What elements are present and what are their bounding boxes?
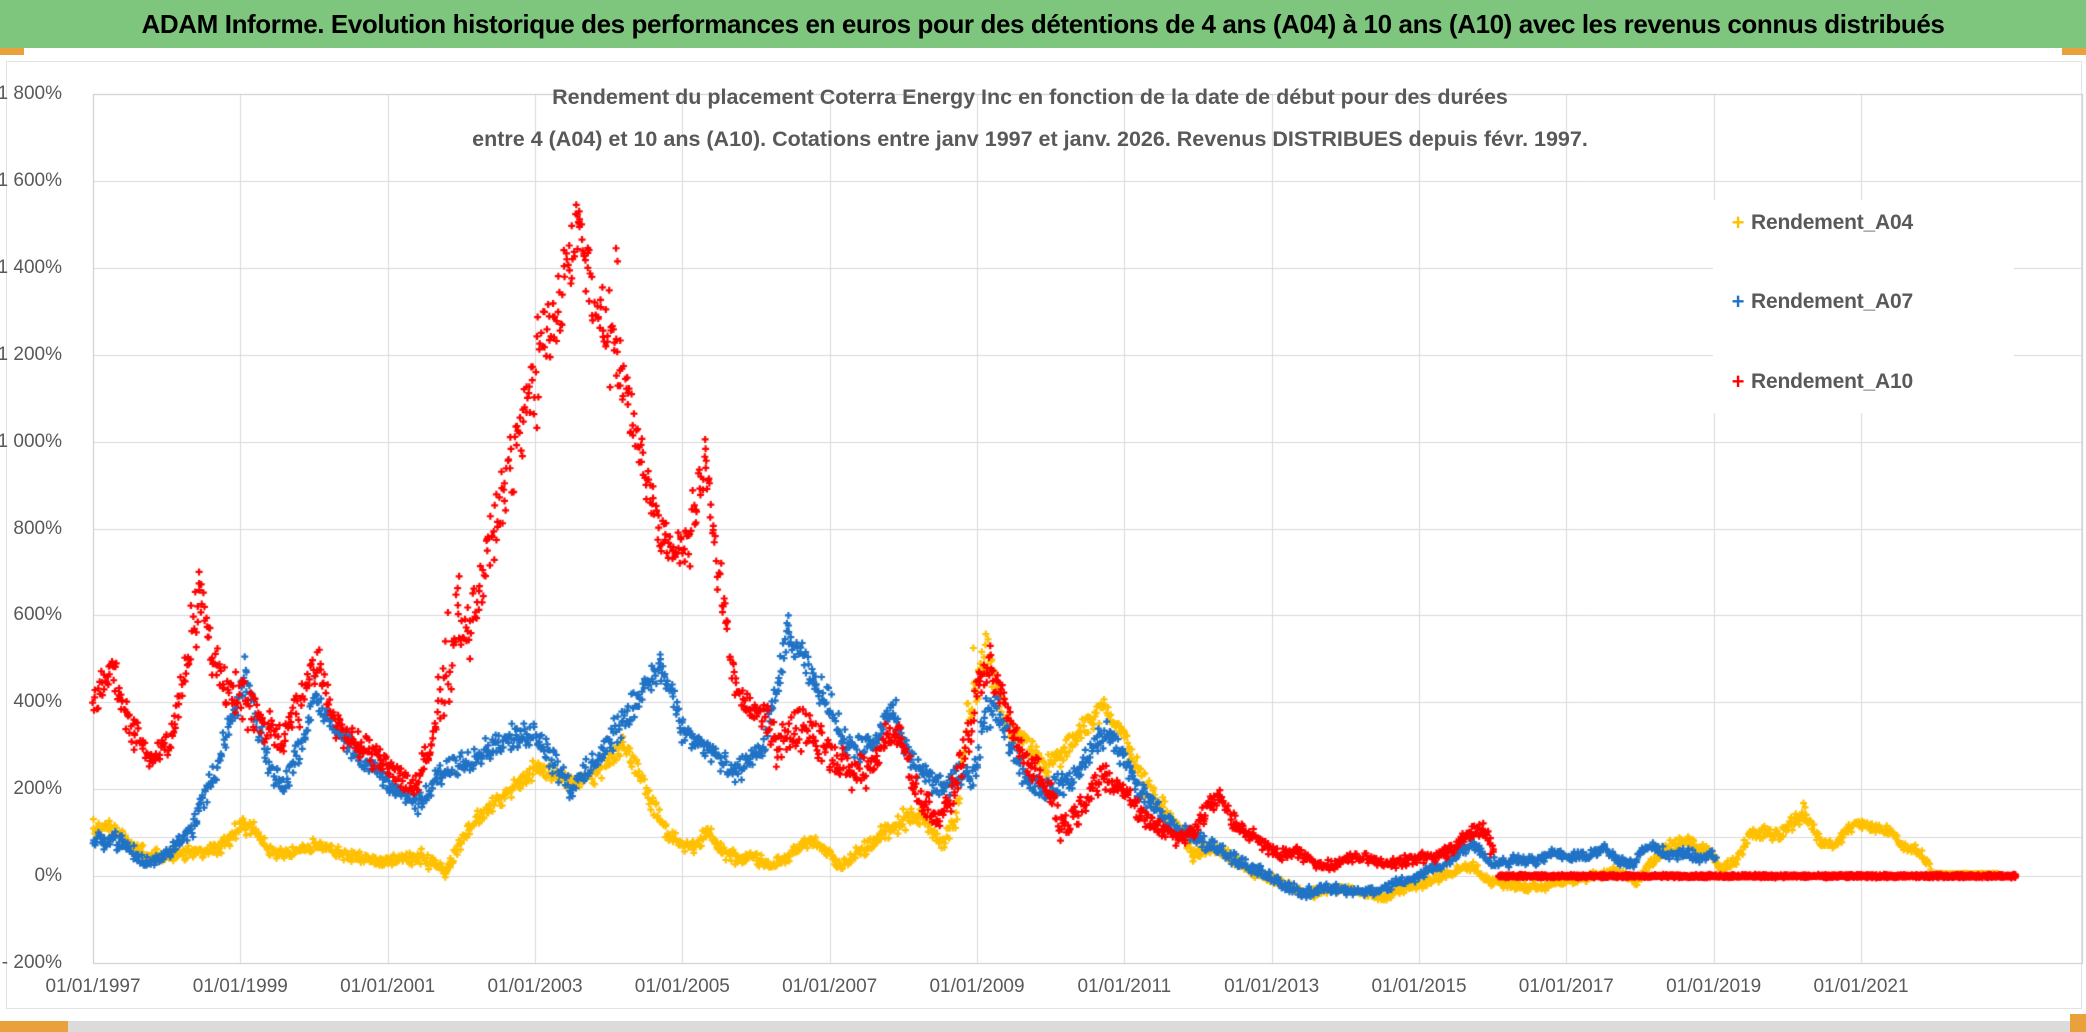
- legend-item-rendement-a10[interactable]: + Rendement_A10: [1725, 368, 1914, 396]
- y-tick-label: 600%: [13, 604, 62, 626]
- x-tick-label: 01/01/1997: [45, 976, 141, 997]
- y-tick-label: 1 600%: [0, 169, 62, 191]
- legend-label: Rendement_A07: [1751, 290, 1913, 313]
- plus-marker-icon: +: [1731, 210, 1745, 235]
- x-tick-label: 01/01/2015: [1371, 976, 1467, 997]
- legend-item-rendement-a07[interactable]: + Rendement_A07: [1725, 288, 1914, 316]
- chart-legend: + Rendement_A04 + Rendement_A07 + Rendem…: [1713, 200, 2014, 413]
- y-tick-label: 1 400%: [0, 256, 62, 278]
- window-bottom-strip: [0, 1021, 2086, 1032]
- y-tick-label: 1 200%: [0, 343, 62, 365]
- y-tick-label: 1 800%: [0, 83, 62, 104]
- y-tick-label: 1 000%: [0, 430, 62, 452]
- x-tick-label: 01/01/2007: [782, 976, 878, 997]
- y-tick-label: 400%: [13, 691, 62, 713]
- x-tick-label: 01/01/2017: [1518, 976, 1614, 997]
- y-tick-label: 200%: [13, 778, 62, 800]
- y-tick-label: 800%: [13, 517, 62, 539]
- legend-label: Rendement_A04: [1751, 211, 1913, 234]
- x-tick-label: 01/01/2001: [340, 976, 436, 997]
- legend-item-rendement-a04[interactable]: + Rendement_A04: [1725, 209, 1914, 237]
- legend-label: Rendement_A10: [1751, 370, 1913, 393]
- x-tick-label: 01/01/2011: [1077, 976, 1172, 997]
- accent-mark-bottom-left: [0, 1021, 68, 1032]
- accent-mark-bottom-right: [2070, 1014, 2086, 1032]
- plus-marker-icon: +: [1731, 289, 1745, 314]
- x-tick-label: 01/01/2009: [929, 976, 1025, 997]
- x-tick-label: 01/01/2003: [487, 976, 583, 997]
- x-tick-label: 01/01/2019: [1666, 976, 1762, 997]
- plus-marker-icon: +: [1731, 369, 1745, 394]
- y-tick-label: - 200%: [1, 952, 62, 973]
- x-tick-label: 01/01/2021: [1813, 976, 1909, 997]
- x-tick-label: 01/01/2013: [1224, 976, 1320, 997]
- x-tick-label: 01/01/2005: [634, 976, 730, 997]
- x-tick-label: 01/01/1999: [192, 976, 288, 997]
- y-tick-label: 0%: [34, 865, 62, 887]
